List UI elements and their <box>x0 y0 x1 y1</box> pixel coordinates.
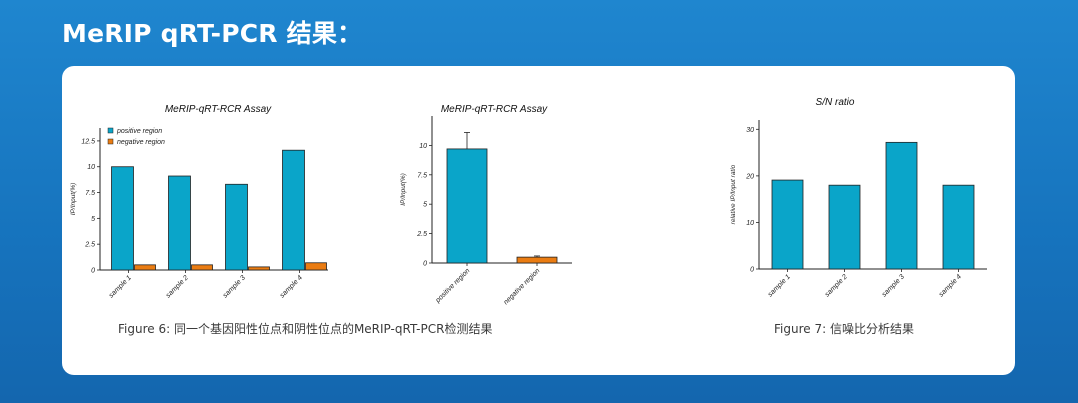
y-tick-label: 5 <box>91 216 95 223</box>
y-tick-label: 0 <box>750 267 754 274</box>
y-tick-label: 20 <box>745 173 754 180</box>
chart-title: MeRIP-qRT-RCR Assay <box>165 104 272 115</box>
y-tick-label: 10 <box>746 220 754 227</box>
x-tick-label: sample 2 <box>824 273 849 298</box>
chart-title: S/N ratio <box>816 97 855 108</box>
x-tick-label: sample 3 <box>222 274 247 299</box>
bar <box>771 179 804 270</box>
y-tick-label: 2.5 <box>84 242 95 249</box>
bar <box>446 148 488 264</box>
chart-merip-regions: MeRIP-qRT-RCR Assay 0 2.5 5 7.5 10 IP/Input(%)… <box>400 104 572 306</box>
x-tick-label: sample 4 <box>938 273 963 298</box>
legend-swatch <box>107 138 114 145</box>
x-tick-label: sample 4 <box>279 274 304 299</box>
y-tick-label: 10 <box>419 143 427 150</box>
bar-positive <box>111 166 134 271</box>
bar-negative <box>134 264 156 271</box>
bar <box>942 184 975 270</box>
figure-6-caption: Figure 6: 同一个基因阳性位点和阴性位点的MeRIP-qRT-PCR检测… <box>118 322 493 336</box>
x-tick-label: sample 1 <box>767 273 792 298</box>
y-tick-label: 0 <box>423 261 427 268</box>
results-card: MeRIP-qRT-RCR Assay 0 2.5 5 7.5 10 12.5 IP/Inpu… <box>62 66 1015 375</box>
legend-swatch <box>107 127 114 134</box>
bar-negative <box>191 264 213 271</box>
page-heading: MeRIP qRT-PCR 结果： <box>62 19 363 48</box>
y-tick-label: 7.5 <box>85 190 95 197</box>
bar <box>885 141 918 270</box>
y-tick-label: 5 <box>423 202 427 209</box>
bar-negative <box>305 262 327 271</box>
y-axis-label: IP/Input(%) <box>70 183 77 216</box>
y-tick-label: 12.5 <box>81 138 95 145</box>
y-axis-label: IP/Input(%) <box>400 173 407 206</box>
bar-positive <box>225 183 248 271</box>
bar-positive <box>168 175 191 271</box>
x-tick-label: sample 1 <box>108 274 133 299</box>
bar-positive <box>282 149 305 271</box>
y-tick-label: 30 <box>746 127 754 134</box>
chart-title: MeRIP-qRT-RCR Assay <box>441 104 548 115</box>
y-axis-label: relative IP/Input ratio <box>730 164 737 224</box>
bar <box>516 256 558 264</box>
x-tick-label: sample 3 <box>881 273 906 298</box>
bar <box>828 184 861 270</box>
legend-label: negative region <box>117 139 165 146</box>
x-tick-label: sample 2 <box>165 274 190 299</box>
chart-merip-samples: MeRIP-qRT-RCR Assay 0 2.5 5 7.5 10 12.5 IP/Inpu… <box>70 104 328 300</box>
x-tick-label: negative region <box>503 267 542 306</box>
legend-label: positive region <box>116 128 162 135</box>
chart-sn-ratio: S/N ratio 0 10 20 30 relative IP/Input ratio s… <box>730 97 987 299</box>
y-tick-label: 7.5 <box>417 172 427 179</box>
y-tick-label: 2.5 <box>416 231 427 238</box>
figure-7-caption: Figure 7: 信噪比分析结果 <box>774 322 914 336</box>
x-tick-label: positive region <box>434 267 472 305</box>
y-tick-label: 10 <box>87 164 95 171</box>
y-tick-label: 0 <box>91 268 95 275</box>
bar-negative <box>248 266 270 271</box>
